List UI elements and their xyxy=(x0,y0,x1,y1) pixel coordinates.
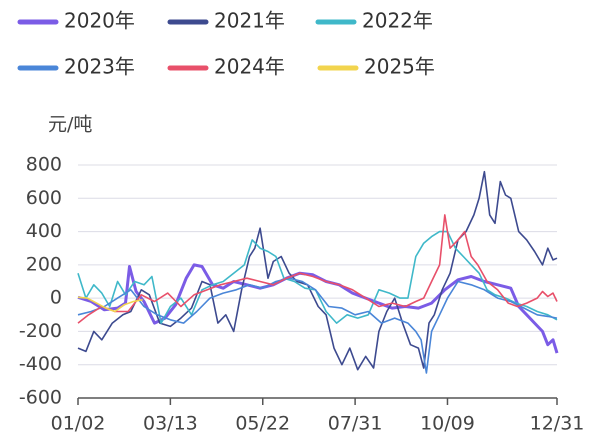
x-tick-label: 05/22 xyxy=(235,413,290,435)
legend-label: 2020年 xyxy=(64,9,135,33)
x-tick-label: 03/13 xyxy=(143,413,198,435)
y-tick-label: -200 xyxy=(19,320,62,342)
x-tick-label: 01/02 xyxy=(51,413,106,435)
series-line xyxy=(77,277,558,374)
y-tick-label: 0 xyxy=(50,287,62,309)
series-line xyxy=(77,214,558,324)
y-axis-label: 元/吨 xyxy=(48,114,92,136)
y-tick-label: 200 xyxy=(26,253,62,275)
y-tick-label: 800 xyxy=(26,154,62,176)
x-tick-label: 12/31 xyxy=(530,413,585,435)
legend-label: 2021年 xyxy=(214,9,285,33)
x-tick-label: 07/31 xyxy=(328,413,383,435)
legend-label: 2023年 xyxy=(64,55,135,79)
x-tick-label: 10/09 xyxy=(420,413,475,435)
y-tick-label: 600 xyxy=(26,187,62,209)
y-tick-label: -600 xyxy=(19,387,62,409)
legend-label: 2022年 xyxy=(362,9,433,33)
legend-label: 2024年 xyxy=(214,55,285,79)
y-tick-label: 400 xyxy=(26,220,62,242)
series-line xyxy=(77,170,558,371)
legend-label: 2025年 xyxy=(364,55,435,79)
y-tick-label: -400 xyxy=(19,353,62,375)
series-line xyxy=(77,296,143,313)
